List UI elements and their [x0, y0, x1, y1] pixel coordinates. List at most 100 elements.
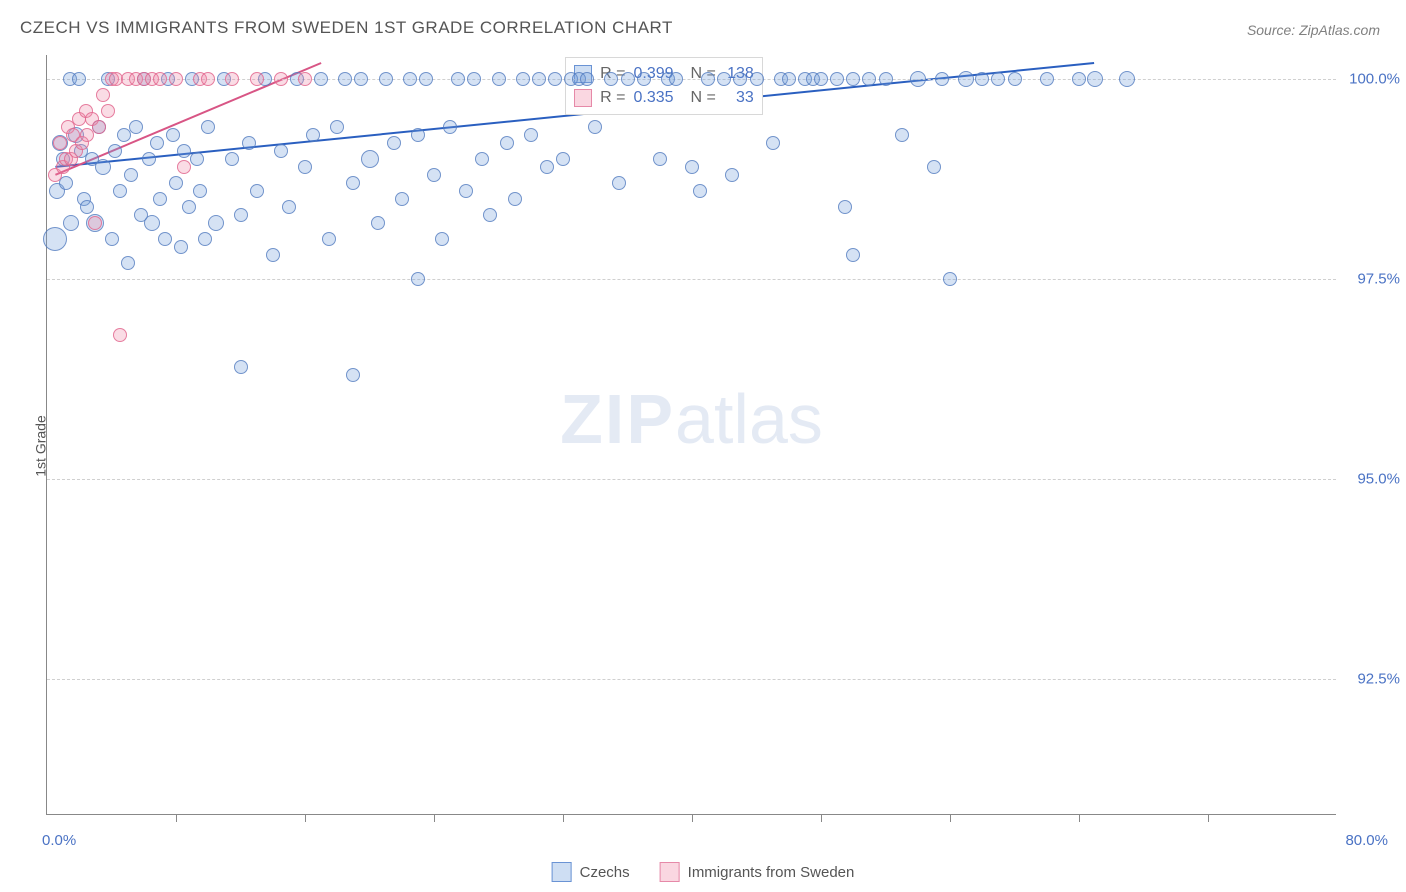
data-point [298, 72, 312, 86]
data-point [338, 72, 352, 86]
data-point [492, 72, 506, 86]
data-point [693, 184, 707, 198]
legend-item: Czechs [552, 862, 630, 882]
data-point [782, 72, 796, 86]
data-point [144, 215, 160, 231]
gridline [47, 679, 1336, 680]
data-point [266, 248, 280, 262]
data-point [467, 72, 481, 86]
data-point [1087, 71, 1103, 87]
data-point [274, 144, 288, 158]
plot-area: ZIPatlas R =0.399 N =138R =0.335 N =33 9… [46, 55, 1336, 815]
data-point [201, 120, 215, 134]
x-tick [692, 814, 693, 822]
data-point [63, 215, 79, 231]
data-point [43, 227, 67, 251]
data-point [612, 176, 626, 190]
data-point [669, 72, 683, 86]
data-point [150, 136, 164, 150]
x-tick [821, 814, 822, 822]
data-point [169, 72, 183, 86]
data-point [862, 72, 876, 86]
data-point [166, 128, 180, 142]
x-tick [176, 814, 177, 822]
data-point [346, 368, 360, 382]
stats-box: R =0.399 N =138R =0.335 N =33 [565, 57, 763, 115]
chart-title: CZECH VS IMMIGRANTS FROM SWEDEN 1ST GRAD… [20, 18, 673, 38]
data-point [1040, 72, 1054, 86]
data-point [361, 150, 379, 168]
x-axis-min-label: 0.0% [42, 832, 76, 849]
data-point [532, 72, 546, 86]
legend: Czechs Immigrants from Sweden [552, 862, 855, 882]
data-point [169, 176, 183, 190]
data-point [766, 136, 780, 150]
x-tick [563, 814, 564, 822]
data-point [975, 72, 989, 86]
data-point [1119, 71, 1135, 87]
data-point [354, 72, 368, 86]
chart-container: CZECH VS IMMIGRANTS FROM SWEDEN 1ST GRAD… [0, 0, 1406, 892]
gridline [47, 279, 1336, 280]
stats-r-label: R = [600, 86, 625, 110]
data-point [177, 144, 191, 158]
data-point [927, 160, 941, 174]
data-point [72, 72, 86, 86]
data-point [124, 168, 138, 182]
data-point [121, 256, 135, 270]
stats-n-label: N = [682, 86, 716, 110]
data-point [225, 152, 239, 166]
data-point [717, 72, 731, 86]
data-point [910, 71, 926, 87]
watermark-zip: ZIP [560, 380, 675, 458]
data-point [443, 120, 457, 134]
data-point [346, 176, 360, 190]
data-point [524, 128, 538, 142]
data-point [322, 232, 336, 246]
y-tick-label: 100.0% [1342, 71, 1400, 88]
data-point [395, 192, 409, 206]
data-point [92, 120, 106, 134]
data-point [733, 72, 747, 86]
data-point [174, 240, 188, 254]
data-point [516, 72, 530, 86]
data-point [435, 232, 449, 246]
data-point [59, 176, 73, 190]
data-point [208, 215, 224, 231]
data-point [935, 72, 949, 86]
data-point [250, 184, 264, 198]
data-point [411, 272, 425, 286]
data-point [387, 136, 401, 150]
data-point [846, 248, 860, 262]
data-point [306, 128, 320, 142]
source-attribution: Source: ZipAtlas.com [1247, 22, 1380, 38]
data-point [198, 232, 212, 246]
y-tick-label: 97.5% [1342, 271, 1400, 288]
watermark-atlas: atlas [675, 380, 823, 458]
data-point [991, 72, 1005, 86]
data-point [540, 160, 554, 174]
y-tick-label: 95.0% [1342, 471, 1400, 488]
data-point [685, 160, 699, 174]
data-point [282, 200, 296, 214]
legend-item: Immigrants from Sweden [660, 862, 855, 882]
data-point [580, 72, 594, 86]
x-tick [1208, 814, 1209, 822]
data-point [225, 72, 239, 86]
data-point [142, 152, 156, 166]
stats-swatch [574, 89, 592, 107]
watermark: ZIPatlas [560, 379, 823, 459]
data-point [556, 152, 570, 166]
data-point [190, 152, 204, 166]
data-point [88, 216, 102, 230]
data-point [371, 216, 385, 230]
data-point [637, 72, 651, 86]
stats-n-value: 33 [724, 86, 754, 110]
data-point [830, 72, 844, 86]
x-axis-max-label: 80.0% [1345, 832, 1388, 849]
data-point [101, 104, 115, 118]
data-point [298, 160, 312, 174]
data-point [193, 184, 207, 198]
data-point [750, 72, 764, 86]
data-point [330, 120, 344, 134]
